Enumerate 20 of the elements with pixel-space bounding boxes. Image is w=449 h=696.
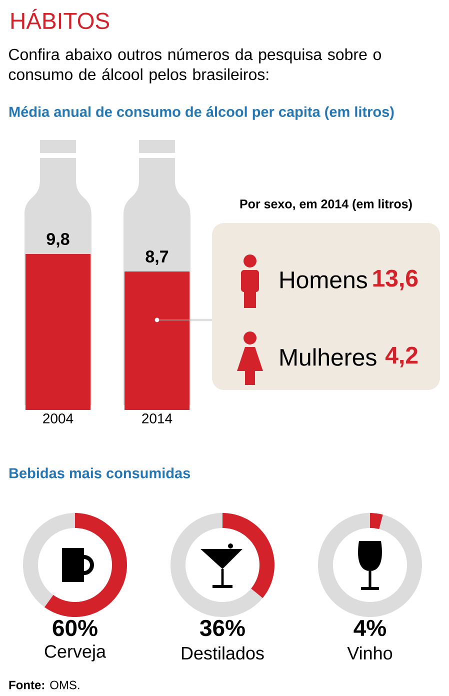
x-tick-label: 2004 <box>43 414 74 424</box>
data-label: 8,7 <box>146 250 168 265</box>
text: Destilados <box>182 646 264 660</box>
text: 60% <box>52 620 98 636</box>
category-label: Mulheres <box>280 348 376 366</box>
x-tick-label: 2014 <box>142 414 172 424</box>
text: Fonte: OMS. <box>9 680 80 690</box>
text: 4% <box>354 620 386 636</box>
text: HÁBITOS <box>11 8 110 30</box>
text: 36% <box>200 620 245 636</box>
chart-title: Média anual de consumo de álcool per capita (em litros) <box>9 106 394 120</box>
text: Cerveja <box>44 644 106 662</box>
category-label: Homens <box>280 272 368 288</box>
text: Confira abaixo outros números da pesquisa sobre o consumo de álcool pelos brasileiros: <box>8 48 382 84</box>
text: Por sexo, em 2014 (em litros) <box>240 199 412 211</box>
text: Vinho <box>347 646 392 660</box>
chart-title: Bebidas mais consumidas <box>9 468 190 478</box>
data-label: 4,2 <box>385 346 418 368</box>
data-label: 9,8 <box>46 232 70 248</box>
data-label: 13,6 <box>373 270 418 290</box>
